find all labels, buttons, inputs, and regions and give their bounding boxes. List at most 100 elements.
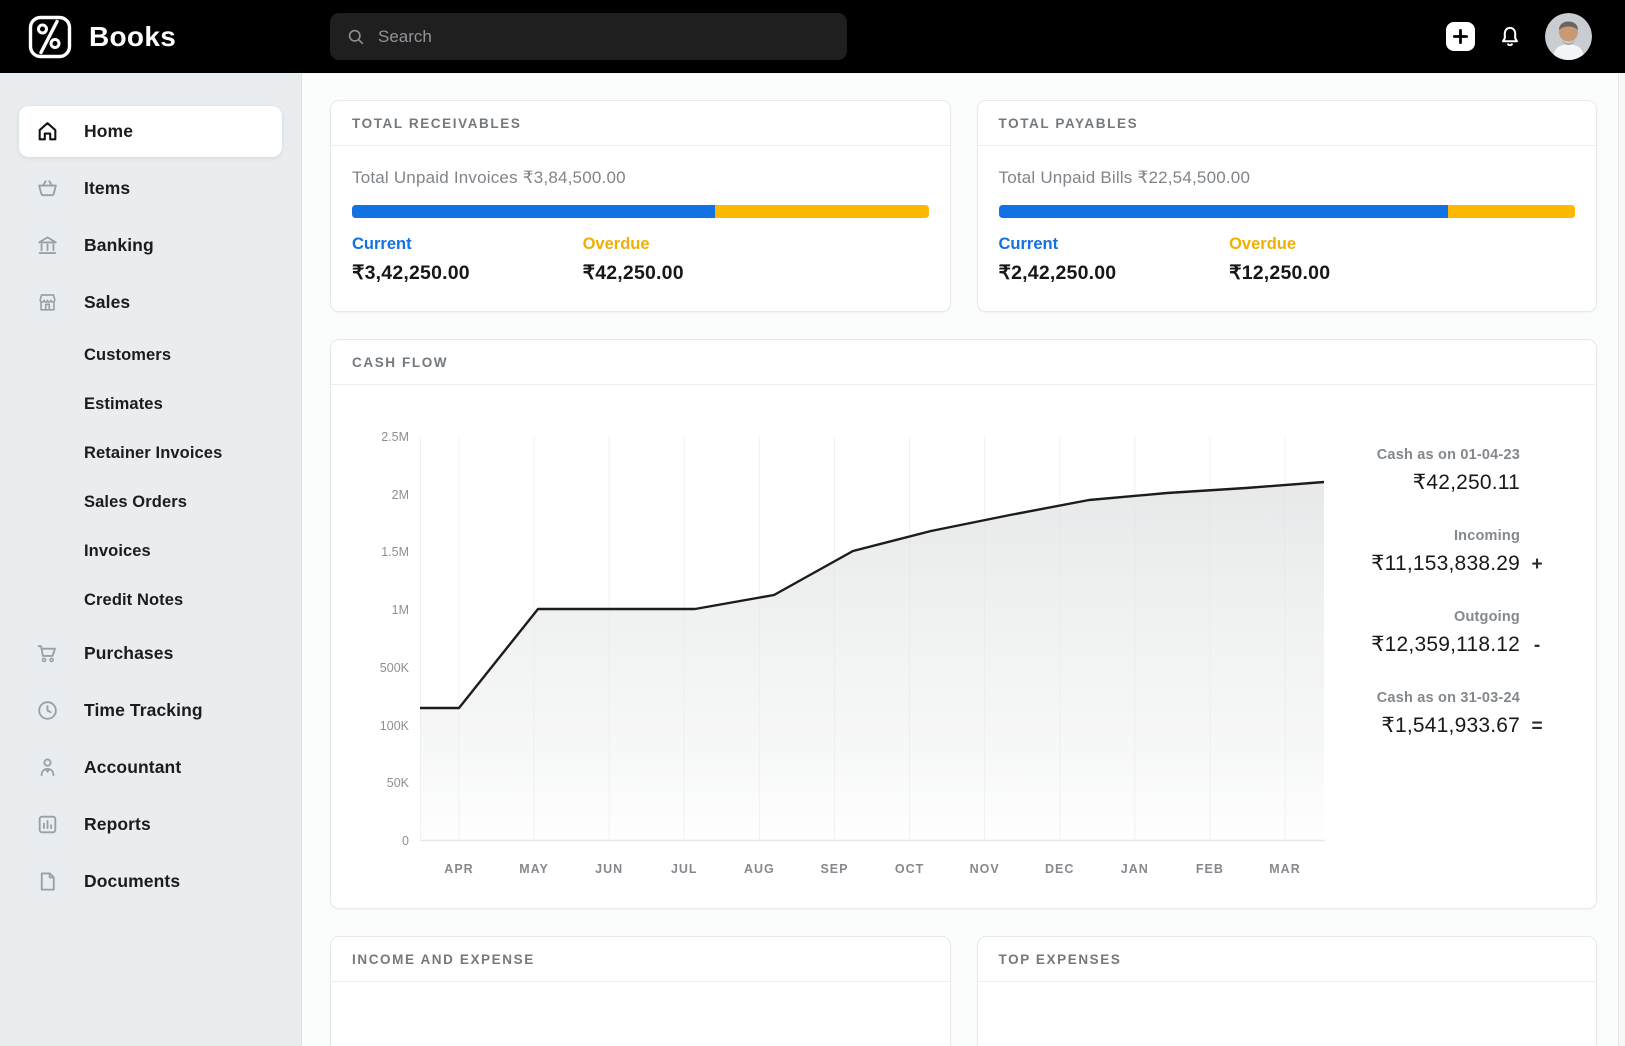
sidebar-item-reports[interactable]: Reports	[19, 796, 282, 853]
y-axis-label: 500K	[379, 660, 409, 675]
sidebar-item-label: Sales	[84, 292, 131, 312]
report-icon	[35, 812, 60, 837]
income-and-expense-card: INCOME AND EXPENSE	[330, 936, 951, 1046]
y-axis-label: 0	[402, 833, 409, 848]
y-axis-label: 2M	[391, 487, 409, 502]
sidebar-item-sales[interactable]: Sales	[19, 274, 282, 331]
sidebar-item-estimates[interactable]: Estimates	[19, 380, 282, 429]
search-input[interactable]	[378, 26, 831, 47]
payables-card-title: TOTAL PAYABLES	[977, 101, 1596, 146]
x-axis-label: JAN	[1121, 862, 1149, 876]
receivables-progress-bar	[352, 205, 929, 218]
sidebar-item-credit-notes[interactable]: Credit Notes	[19, 576, 282, 625]
basket-icon	[35, 176, 60, 201]
stat-operator: +	[1531, 554, 1543, 575]
receivables-current-label: Current	[352, 235, 412, 253]
receivables-current-amount: ₹3,42,250.00	[352, 262, 470, 284]
receivables-overdue-amount: ₹42,250.00	[582, 262, 684, 284]
sidebar-item-retainer-invoices[interactable]: Retainer Invoices	[19, 429, 282, 478]
y-axis-label: 50K	[386, 776, 409, 791]
topbar: Books	[0, 0, 1625, 73]
bank-icon	[35, 233, 60, 258]
receivables-overdue-label: Overdue	[582, 235, 650, 253]
user-avatar[interactable]	[1545, 13, 1592, 60]
sidebar-item-label: Retainer Invoices	[84, 444, 223, 462]
quick-create-button[interactable]	[1446, 22, 1475, 51]
x-axis-label: NOV	[970, 862, 1000, 876]
x-axis-label: SEP	[820, 862, 848, 876]
cash-flow-stats: Cash as on 01-04-23 ₹42,250.11 Incoming ₹11…	[1325, 437, 1596, 883]
cash-flow-line	[420, 480, 1325, 710]
payables-current-fill	[998, 205, 1449, 218]
stat-value: ₹11,153,838.29	[1371, 552, 1520, 575]
search-icon	[348, 29, 364, 44]
unpaid-bills-summary: Total Unpaid Bills ₹22,54,500.00	[999, 168, 1576, 188]
stat-operator: -	[1533, 635, 1541, 656]
cash-flow-y-axis: 2.5M 2M 1.5M 1M 500K 100K 50K 0	[351, 430, 409, 848]
y-axis-label: 100K	[379, 718, 409, 733]
total-payables-card: TOTAL PAYABLES Total Unpaid Bills ₹22,54…	[976, 100, 1597, 312]
x-axis-label: OCT	[895, 862, 924, 876]
sidebar-item-invoices[interactable]: Invoices	[19, 527, 282, 576]
x-axis-label: AUG	[744, 862, 775, 876]
top-expenses-title: TOP EXPENSES	[977, 937, 1596, 982]
unpaid-bills-value: ₹22,54,500.00	[1137, 168, 1251, 187]
top-expenses-card: TOP EXPENSES	[976, 936, 1597, 1046]
sidebar-item-label: Customers	[84, 346, 172, 364]
sidebar-item-label: Purchases	[84, 643, 174, 663]
x-axis-label: JUN	[595, 862, 623, 876]
books-logo-icon	[28, 15, 72, 58]
stat-value: ₹42,250.11	[1412, 471, 1520, 494]
cash-flow-card: CASH FLOW 2.5M 2M 1.5M 1M 500K 100K 50K 0 APR MA…	[330, 339, 1597, 909]
sidebar-item-accountant[interactable]: Accountant	[19, 739, 282, 796]
stat-label: Cash as on 01-04-23	[1376, 447, 1520, 463]
receivables-current-fill	[352, 205, 716, 218]
sidebar-item-purchases[interactable]: Purchases	[19, 625, 282, 682]
cart-icon	[35, 641, 60, 666]
stat-value: ₹1,541,933.67	[1381, 714, 1520, 737]
home-icon	[35, 119, 60, 144]
stat-label: Incoming	[1453, 528, 1520, 544]
sidebar-item-label: Accountant	[84, 757, 182, 777]
sidebar-item-items[interactable]: Items	[19, 160, 282, 217]
sidebar-item-customers[interactable]: Customers	[19, 331, 282, 380]
y-axis-label: 2.5M	[381, 430, 409, 444]
avatar-photo	[1545, 13, 1592, 60]
stat-operator: =	[1531, 716, 1543, 737]
cash-flow-stat-row: Cash as on 01-04-23 ₹42,250.11	[1325, 447, 1554, 495]
payables-overdue-label: Overdue	[1229, 235, 1297, 253]
store-icon	[35, 290, 60, 315]
page-scrollbar[interactable]	[1618, 73, 1625, 1046]
sidebar-item-label: Time Tracking	[84, 700, 203, 720]
income-and-expense-title: INCOME AND EXPENSE	[331, 937, 950, 982]
payables-progress-bar	[998, 205, 1575, 218]
payables-overdue-amount: ₹12,250.00	[1229, 262, 1331, 284]
stat-label: Outgoing	[1453, 609, 1520, 625]
sidebar-item-label: Home	[84, 121, 134, 141]
notifications-button[interactable]	[1497, 24, 1523, 50]
sidebar-item-label: Reports	[84, 814, 151, 834]
sidebar-item-documents[interactable]: Documents	[19, 853, 282, 910]
unpaid-invoices-summary: Total Unpaid Invoices ₹3,84,500.00	[352, 168, 929, 188]
dashboard-main: TOTAL RECEIVABLES Total Unpaid Invoices …	[302, 73, 1625, 1046]
search-bar[interactable]	[330, 13, 847, 60]
receivables-card-title: TOTAL RECEIVABLES	[331, 101, 950, 146]
sidebar-item-home[interactable]: Home	[19, 106, 282, 157]
total-receivables-card: TOTAL RECEIVABLES Total Unpaid Invoices …	[330, 100, 951, 312]
sidebar-item-sales-orders[interactable]: Sales Orders	[19, 478, 282, 527]
x-axis-label: MAY	[519, 862, 549, 876]
y-axis-label: 1M	[391, 603, 409, 618]
sidebar-item-label: Credit Notes	[84, 591, 184, 609]
cash-flow-chart: APR MAY JUN JUL AUG SEP OCT NOV DEC JAN FEB MAR	[420, 437, 1325, 876]
document-icon	[35, 869, 60, 894]
sidebar-item-banking[interactable]: Banking	[19, 217, 282, 274]
payables-current-label: Current	[998, 235, 1059, 253]
sidebar-nav: Home Items Banking Sales Customers Estimates R…	[0, 73, 302, 1046]
app-logo[interactable]: Books	[28, 15, 176, 59]
sidebar-item-label: Sales Orders	[84, 493, 188, 511]
sidebar-item-time-tracking[interactable]: Time Tracking	[19, 682, 282, 739]
stat-value: ₹12,359,118.12	[1371, 633, 1520, 656]
x-axis-label: JUL	[671, 862, 698, 876]
unpaid-invoices-value: ₹3,84,500.00	[522, 168, 626, 187]
cash-flow-stat-row: Cash as on 31-03-24 ₹1,541,933.67 =	[1325, 690, 1554, 738]
